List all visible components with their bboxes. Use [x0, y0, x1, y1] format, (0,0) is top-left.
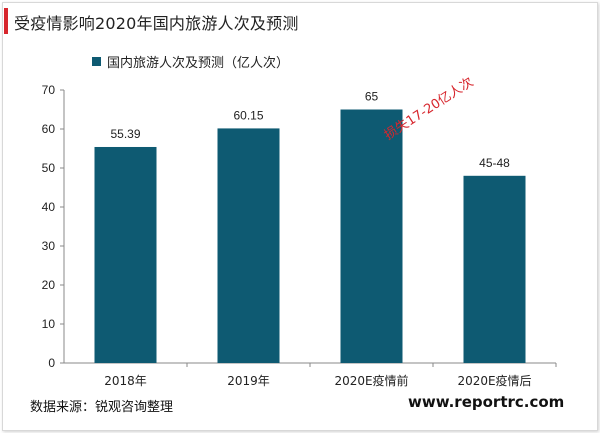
data-source: 数据来源：锐观咨询整理 [30, 400, 174, 415]
bar [340, 109, 403, 363]
y-tick-label: 50 [42, 161, 56, 175]
chart-title: 受疫情影响2020年国内旅游人次及预测 [14, 14, 299, 33]
x-tick-label: 2020E疫情前 [334, 373, 408, 388]
data-label: 55.39 [110, 127, 140, 141]
data-label: 65 [365, 90, 379, 104]
y-tick-label: 40 [42, 200, 56, 214]
y-tick-label: 30 [42, 239, 56, 253]
chart-legend: 国内旅游人次及预测（亿人次） [92, 52, 289, 71]
watermark: www.reportrc.com [408, 393, 565, 411]
data-label: 60.15 [233, 108, 263, 122]
y-tick-label: 20 [42, 278, 56, 292]
legend-swatch [92, 57, 101, 66]
y-tick-label: 60 [42, 122, 56, 136]
bar [94, 146, 157, 363]
title-accent-bar [4, 8, 8, 34]
x-tick-label: 2020E疫情后 [457, 373, 531, 388]
y-tick-label: 10 [42, 317, 56, 331]
x-tick-label: 2018年 [104, 374, 147, 388]
y-tick-label: 0 [48, 356, 55, 370]
x-tick-label: 2019年 [227, 374, 270, 388]
bar [463, 175, 526, 363]
data-label: 45-48 [479, 156, 510, 170]
bar [217, 128, 280, 363]
y-tick-label: 70 [42, 83, 56, 97]
legend-label: 国内旅游人次及预测（亿人次） [107, 56, 290, 71]
loss-annotation: 损失17-20亿人次 [381, 74, 476, 143]
